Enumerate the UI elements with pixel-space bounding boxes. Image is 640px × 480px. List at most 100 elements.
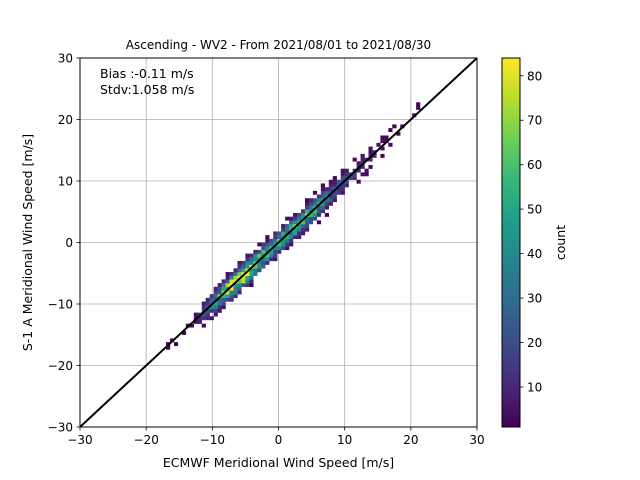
- density-cell: [297, 224, 302, 228]
- density-cell: [269, 238, 274, 243]
- x-tick-label: −20: [134, 433, 159, 447]
- density-cell: [269, 257, 274, 262]
- density-cell: [221, 279, 226, 284]
- density-cell: [293, 227, 298, 232]
- chart-title: Ascending - WV2 - From 2021/08/01 to 202…: [126, 38, 431, 52]
- density-cell: [340, 183, 345, 188]
- identity-line: [80, 58, 477, 427]
- density-cell: [281, 227, 286, 232]
- density-cell: [304, 209, 310, 214]
- density-cell: [249, 272, 254, 276]
- y-axis-label: S-1 A Meridional Wind Speed [m/s]: [20, 134, 35, 351]
- density-cell: [320, 190, 326, 195]
- x-tick-label: 0: [275, 433, 283, 447]
- density-cell: [360, 157, 365, 162]
- density-cell: [281, 231, 286, 236]
- density-cell: [360, 153, 365, 158]
- density-cell: [269, 249, 274, 254]
- density-cell: [312, 201, 318, 206]
- density-cell: [320, 201, 326, 206]
- density-cell: [388, 142, 393, 147]
- density-cell: [332, 194, 337, 199]
- density-cell: [229, 279, 234, 284]
- density-cell: [372, 153, 377, 158]
- density-cell: [237, 272, 242, 276]
- density-cell: [209, 308, 214, 313]
- density-cell: [265, 235, 270, 240]
- density-cell: [225, 290, 230, 295]
- density-cell: [308, 198, 314, 203]
- density-cell: [201, 305, 206, 310]
- density-cell: [356, 168, 361, 173]
- density-cell: [364, 168, 369, 173]
- density-cell: [225, 294, 230, 299]
- density-cell: [328, 179, 333, 184]
- density-cell: [229, 272, 234, 276]
- density-cell: [221, 305, 226, 310]
- density-cell: [265, 238, 270, 243]
- density-cell: [257, 268, 262, 273]
- density-cell: [221, 301, 226, 306]
- density-cell: [316, 194, 322, 199]
- colorbar-tick-label: 40: [527, 247, 542, 261]
- density-cell: [249, 275, 254, 280]
- colorbar-tick-label: 30: [527, 292, 542, 306]
- colorbar-ticks: 10 20 30 40 50 60 70 80: [520, 69, 542, 394]
- density-cell: [380, 153, 385, 158]
- density-cell: [241, 275, 246, 280]
- density-cell: [265, 242, 270, 247]
- density-cell: [289, 242, 294, 247]
- density-cell: [265, 253, 270, 258]
- density-cell: [237, 264, 242, 269]
- density-cell: [209, 316, 214, 321]
- density-cell: [328, 183, 333, 188]
- density-cell: [181, 331, 187, 335]
- density-cell: [316, 198, 322, 203]
- density-cell: [273, 235, 278, 240]
- density-cell: [201, 323, 206, 328]
- bias-annotation: Bias :-0.11 m/s: [100, 66, 194, 81]
- density-cell: [245, 275, 250, 280]
- x-axis: −30 −20 −10 0 10 20 30: [67, 427, 485, 447]
- colorbar-tick-label: 70: [527, 114, 542, 128]
- density-cell: [344, 168, 349, 173]
- x-axis-label: ECMWF Meridional Wind Speed [m/s]: [163, 455, 394, 470]
- density-cell: [277, 231, 282, 236]
- density-cell: [273, 253, 278, 258]
- density-cell: [324, 212, 329, 217]
- density-cell: [380, 139, 385, 144]
- density-cell: [221, 286, 226, 291]
- density-cell: [340, 168, 345, 173]
- density-cell: [332, 183, 337, 188]
- density-cell: [205, 316, 210, 321]
- density-cell: [324, 201, 329, 206]
- density-cell: [265, 260, 270, 265]
- density-cell: [261, 260, 266, 265]
- y-tick-label: −30: [48, 421, 73, 435]
- density-cell: [380, 146, 385, 151]
- density-cell: [237, 283, 242, 287]
- density-cell: [308, 205, 314, 210]
- density-cell: [233, 294, 238, 299]
- density-cell: [392, 124, 397, 129]
- density-cell: [253, 268, 258, 273]
- density-cell: [388, 128, 393, 132]
- density-cell: [304, 198, 310, 203]
- density-cell: [261, 264, 266, 269]
- density-cell: [213, 301, 218, 306]
- density-cell: [261, 242, 266, 247]
- density-cell: [241, 283, 246, 287]
- colorbar-label: count: [553, 225, 568, 260]
- density-cell: [237, 290, 242, 295]
- density-cell: [209, 305, 214, 310]
- density-cell: [241, 264, 246, 269]
- density-cell: [289, 238, 294, 243]
- density-cell: [308, 216, 314, 221]
- density-cell: [225, 279, 230, 284]
- density-cell: [304, 216, 310, 221]
- density-cell: [340, 190, 345, 195]
- density-cell: [245, 283, 250, 287]
- density-cell: [245, 264, 250, 269]
- density-cell: [297, 216, 302, 221]
